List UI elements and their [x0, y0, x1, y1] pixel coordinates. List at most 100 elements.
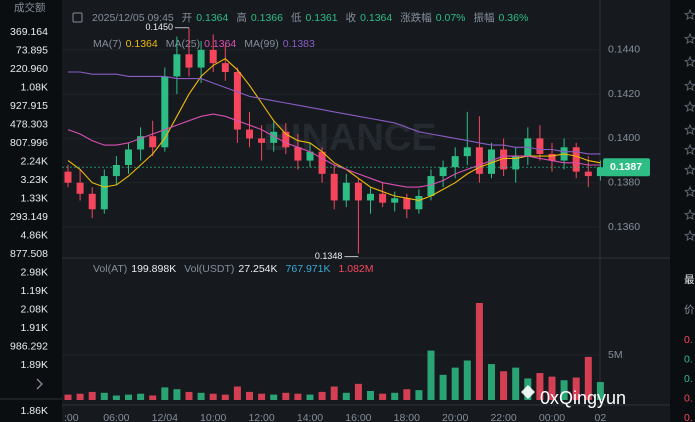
header-value: 0.1361 — [306, 12, 338, 24]
volume-bar — [185, 391, 193, 400]
candle-body — [209, 49, 217, 64]
volume-bar — [112, 395, 120, 400]
volume-bar — [500, 371, 508, 400]
favorite-star[interactable] — [683, 100, 695, 113]
volume-bar — [197, 392, 205, 400]
volume-bar — [560, 380, 568, 400]
candle-body — [572, 147, 580, 172]
left-footer-value: 1.86K — [21, 405, 48, 417]
candle-body — [173, 54, 181, 77]
header-time: 2025/12/05 09:45 — [92, 12, 174, 24]
favorite-star[interactable] — [683, 143, 695, 156]
candle-body — [294, 147, 302, 161]
volume-bar — [318, 391, 326, 400]
favorite-star[interactable] — [683, 79, 695, 92]
favorite-star[interactable] — [683, 123, 695, 136]
y-tick-label: 0.1420 — [608, 88, 640, 100]
candle-body — [354, 182, 362, 201]
expand-icon[interactable] — [36, 378, 43, 390]
ma-legend-value: 0.1383 — [283, 38, 315, 50]
volume-bar — [221, 394, 229, 400]
candle-body — [548, 153, 556, 161]
last-price-box — [603, 158, 650, 177]
volume-bar — [125, 394, 132, 400]
volume-bar — [451, 367, 459, 400]
header-label: 振幅 — [474, 11, 495, 24]
volume-bar — [512, 367, 520, 400]
candle-body — [270, 131, 278, 143]
ma-legend-name: MA(7) — [93, 38, 122, 50]
x-tick-label: :00 — [64, 412, 79, 422]
favorite-star[interactable] — [683, 185, 695, 198]
volume-bar — [149, 395, 157, 400]
volume-legend-value: 767.971K — [286, 263, 331, 275]
header-label: 收 — [346, 11, 357, 24]
candle-body — [596, 167, 604, 177]
volume-bar — [427, 350, 435, 400]
candle-body — [463, 147, 471, 157]
right-panel-row: 0. — [684, 392, 693, 404]
favorite-star[interactable] — [683, 55, 695, 68]
volume-bar — [258, 393, 266, 400]
header-label: 涨跌幅 — [400, 11, 432, 24]
volume-bar — [584, 356, 592, 400]
candle-body — [512, 156, 520, 170]
volume-bar — [536, 373, 544, 400]
y-tick-label: 0.1400 — [608, 132, 640, 144]
right-panel-row: 0. — [684, 373, 693, 385]
candle-body — [415, 196, 423, 210]
left-item: 877.508 — [10, 248, 48, 260]
y-tick-label: 0.1380 — [608, 176, 640, 188]
info-icon[interactable] — [72, 12, 83, 23]
volume-bar — [596, 382, 604, 400]
x-tick-label: 10:00 — [200, 412, 226, 422]
volume-legend-label: Vol(USDT) — [184, 263, 234, 275]
candle-body — [88, 193, 96, 210]
volume-bar — [306, 394, 314, 400]
candle-body — [330, 173, 338, 201]
volume-bar — [233, 386, 241, 400]
volume-bar — [403, 389, 411, 400]
left-panel-title: 成交额 — [14, 1, 46, 14]
favorite-star[interactable] — [683, 208, 695, 221]
favorite-star[interactable] — [683, 8, 695, 21]
candle-body — [391, 198, 399, 203]
ma-legend-value: 0.1364 — [204, 38, 236, 50]
x-tick-label: 14:00 — [297, 412, 323, 422]
volume-bar — [282, 392, 290, 400]
x-tick-label: 16:00 — [345, 412, 371, 422]
candle-body — [427, 176, 435, 196]
y-tick-label: 0.1360 — [608, 221, 640, 233]
favorite-star[interactable] — [683, 32, 695, 45]
last-price-label: 0.1387 — [610, 161, 642, 173]
favorite-star[interactable] — [683, 229, 695, 242]
vol-tick-label: 5M — [608, 349, 623, 361]
right-panel-column: 价 — [684, 304, 695, 316]
candle-body — [318, 151, 326, 174]
volume-bar — [367, 391, 374, 400]
right-panel-row: 0. — [684, 353, 693, 365]
x-tick-label: 12/04 — [152, 412, 178, 422]
watermark-text: 0xQingyun — [540, 388, 626, 408]
left-item: 1.19K — [21, 285, 48, 297]
volume-bar — [100, 392, 108, 400]
volume-bar — [88, 391, 96, 400]
candle-body — [100, 176, 108, 210]
candle-body — [125, 149, 132, 165]
x-tick-label: 00:00 — [539, 412, 565, 422]
favorite-star[interactable] — [683, 163, 695, 176]
left-item: 2.24K — [21, 155, 48, 167]
volume-legend-value: 27.254K — [238, 263, 277, 275]
x-tick-label: 02 — [595, 412, 607, 422]
volume-legend-value: 1.082M — [338, 263, 373, 275]
left-item: 1.91K — [21, 322, 48, 334]
candle-body — [64, 171, 72, 183]
volume-bar — [294, 393, 302, 400]
left-item: 73.895 — [16, 44, 48, 56]
header-value: 0.07% — [436, 12, 466, 24]
right-panel-row: 0. — [684, 334, 693, 346]
candle-body — [403, 198, 411, 210]
volume-bar — [463, 360, 471, 400]
